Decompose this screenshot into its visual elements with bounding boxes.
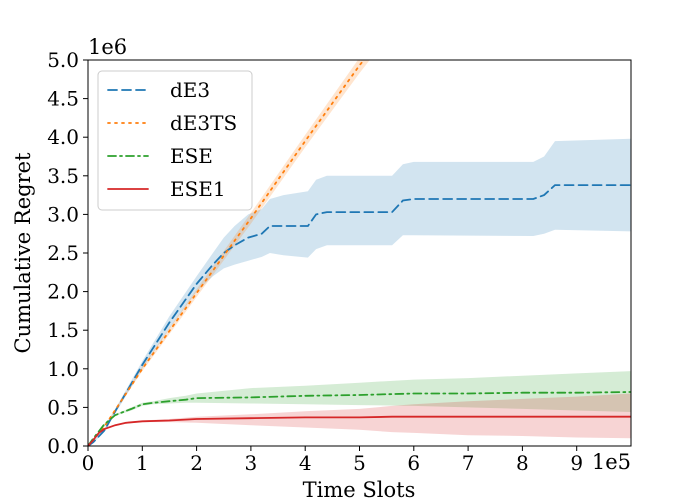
- band-ese1: [88, 393, 631, 446]
- series-line-de3: [88, 184, 631, 446]
- x-tick-label: 1: [136, 451, 149, 475]
- y-tick-label: 2.5: [47, 241, 79, 265]
- y-tick-label: 3.5: [47, 164, 79, 188]
- y-axis-label: Cumulative Regret: [11, 152, 35, 354]
- y-tick-label: 1.0: [47, 357, 79, 381]
- x-tick-label: 6: [407, 451, 420, 475]
- x-tick-label: 7: [462, 451, 475, 475]
- legend-label-ese: ESE: [170, 144, 213, 168]
- band-de3: [88, 138, 631, 446]
- series-line-ese1: [88, 415, 631, 446]
- confidence-bands: [88, 60, 631, 446]
- x-tick-label: 4: [299, 451, 312, 475]
- y-tick-label: 5.0: [47, 48, 79, 72]
- x-tick-label: 3: [245, 451, 258, 475]
- series-line-ese: [88, 391, 631, 446]
- series-line-de3ts: [88, 60, 365, 446]
- x-tick-label: 0: [82, 451, 95, 475]
- y-tick-label: 2.0: [47, 280, 79, 304]
- y-tick-label: 4.0: [47, 125, 79, 149]
- legend-box: [97, 70, 253, 211]
- y-offset-label: 1e6: [88, 35, 127, 59]
- x-axis-label: Time Slots: [303, 478, 416, 500]
- x-offset-label: 1e5: [592, 450, 631, 474]
- y-axis-ticks: 0.0 0.5 1.0 1.5 2.0 2.5 3.0 3.5 4.0 4.5 5.0: [47, 48, 88, 458]
- x-axis-ticks: 0 1 2 3 4 5 6 7 8 9: [82, 446, 583, 475]
- x-tick-label: 9: [570, 451, 583, 475]
- y-tick-label: 0.5: [47, 395, 79, 419]
- y-tick-label: 1.5: [47, 318, 79, 342]
- y-tick-label: 4.5: [47, 87, 79, 111]
- band-de3ts: [88, 60, 370, 446]
- x-tick-label: 2: [190, 451, 203, 475]
- legend-label-ese1: ESE1: [170, 177, 226, 201]
- y-tick-label: 3.0: [47, 202, 79, 226]
- series-lines: [88, 60, 631, 446]
- x-tick-label: 8: [516, 451, 529, 475]
- legend-label-de3ts: dE3TS: [170, 111, 237, 135]
- legend: dE3 dE3TS ESE ESE1: [97, 70, 253, 211]
- band-ese: [88, 371, 631, 446]
- x-tick-label: 5: [353, 451, 366, 475]
- legend-label-de3: dE3: [170, 78, 210, 102]
- y-tick-label: 0.0: [47, 434, 79, 458]
